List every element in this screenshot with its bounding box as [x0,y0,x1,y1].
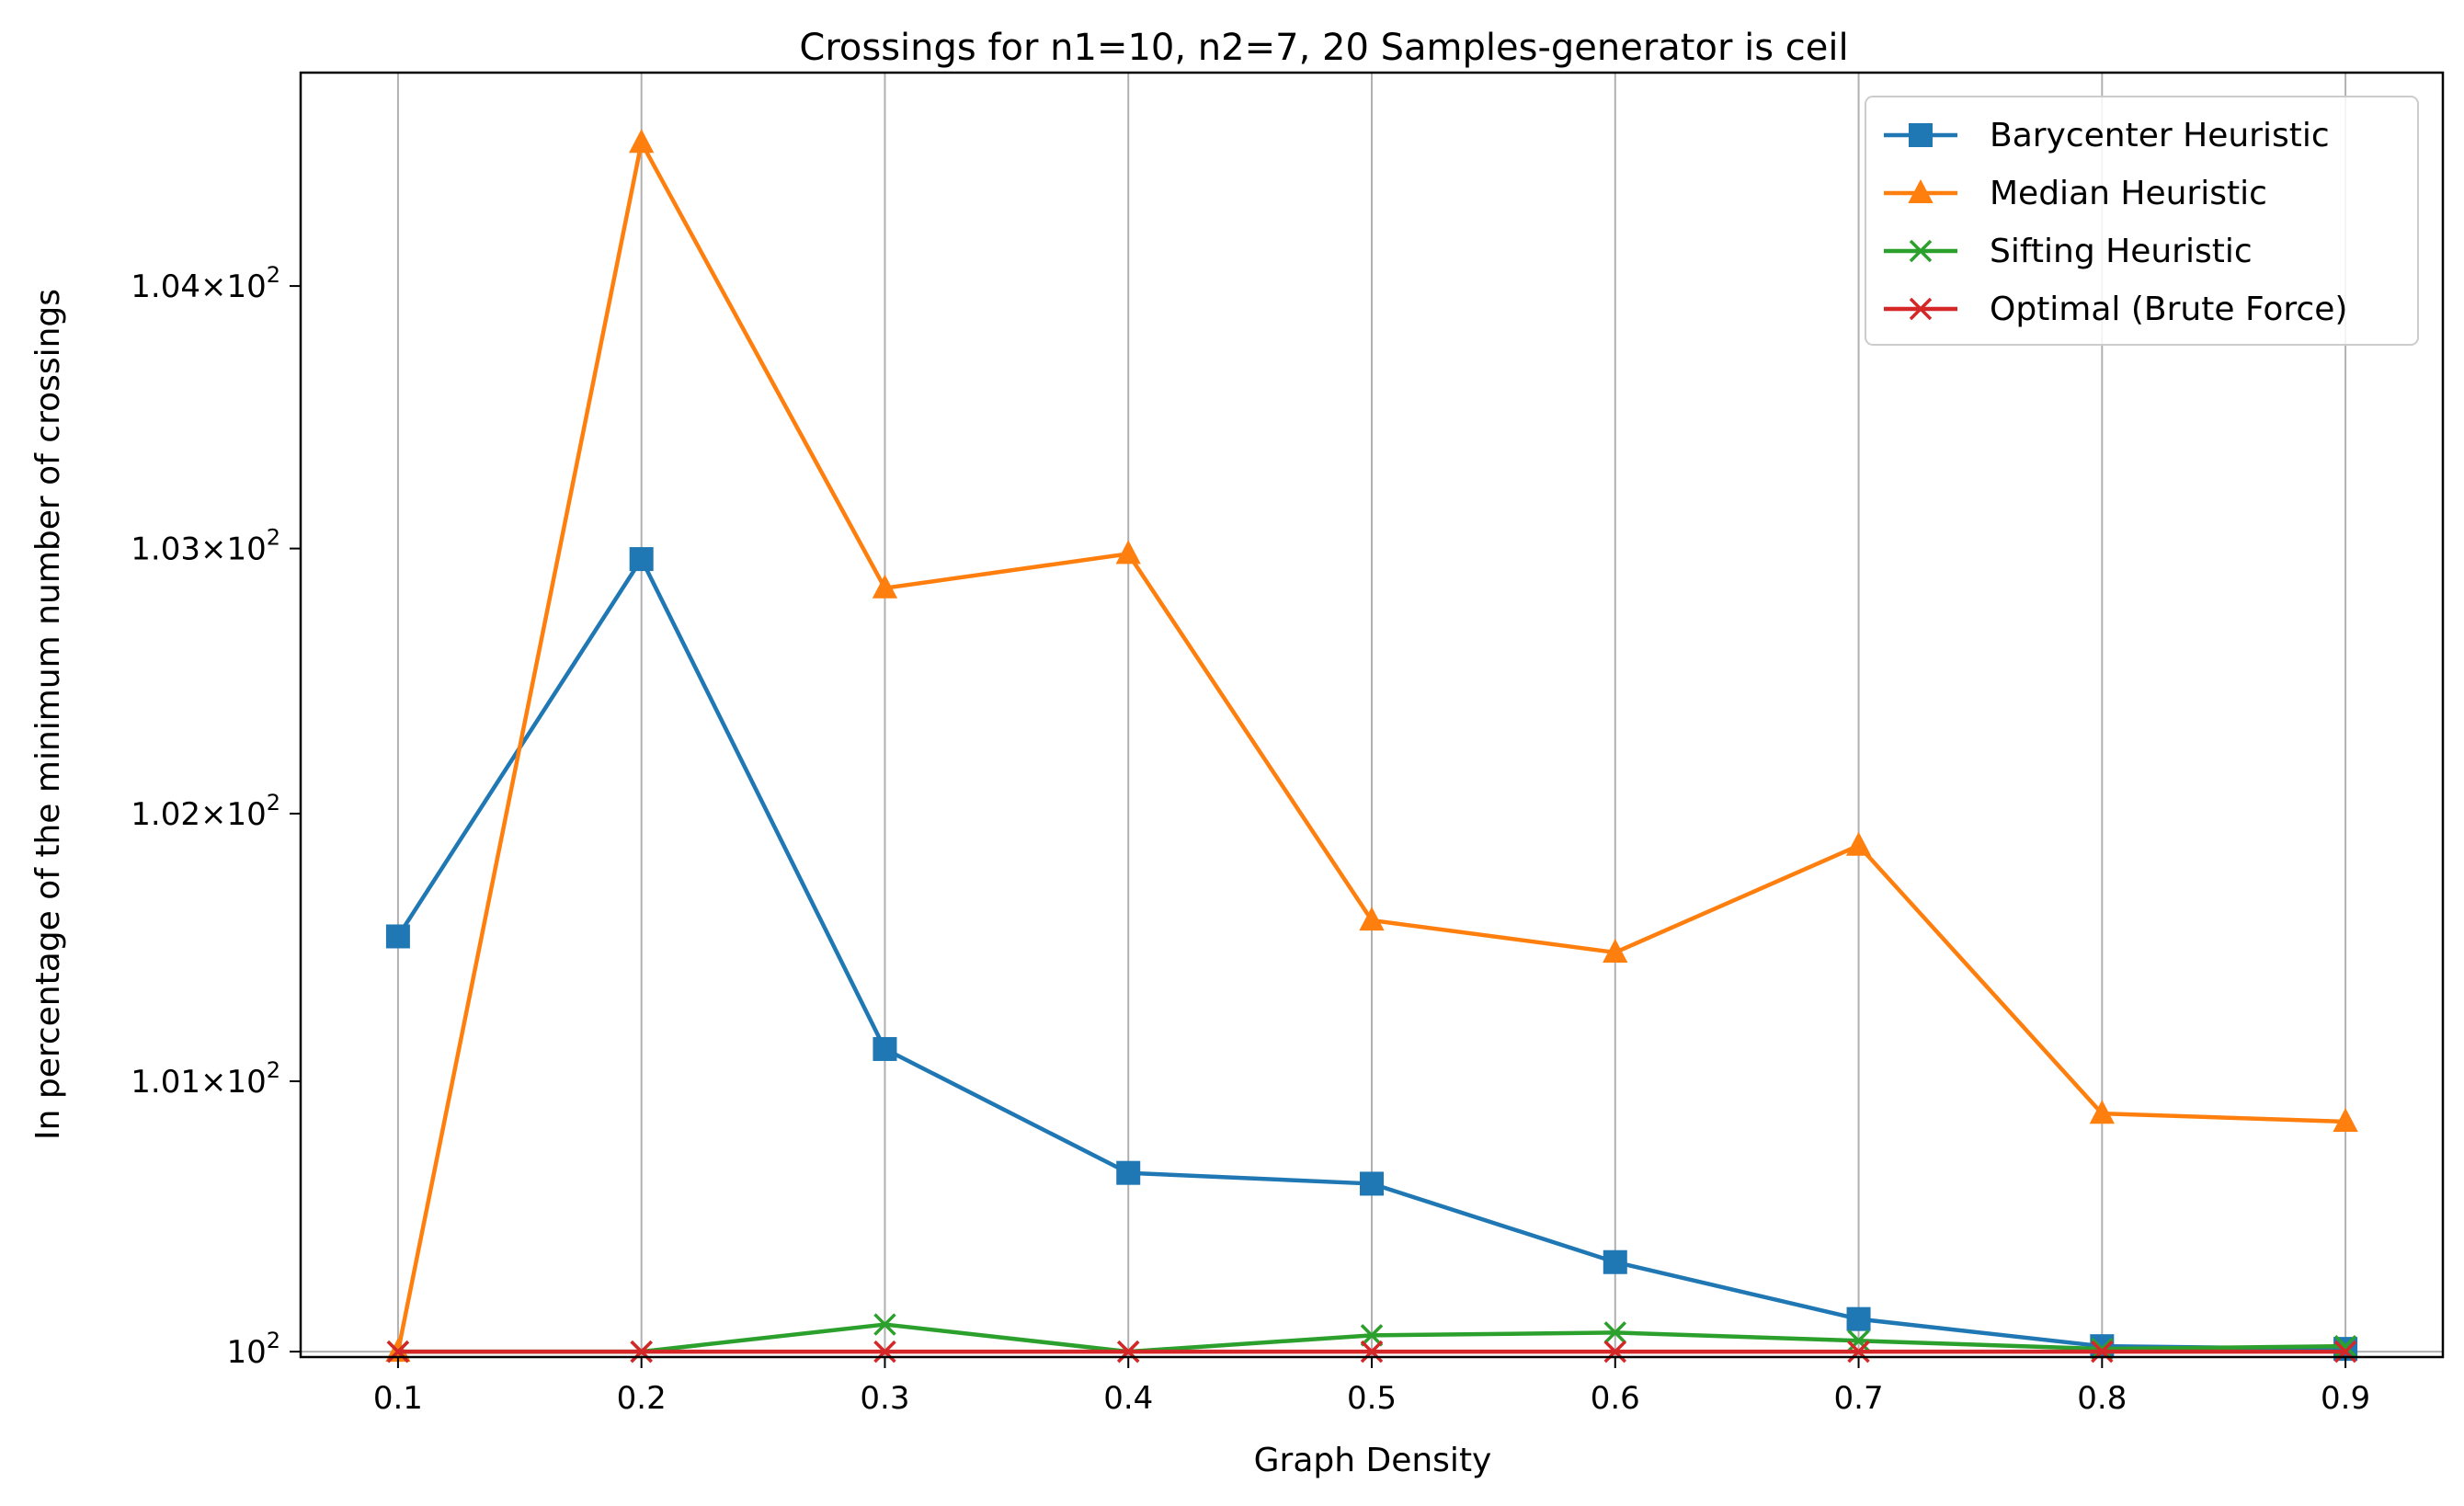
x-tick-label: 0.3 [860,1380,909,1417]
legend-label: Median Heuristic [1990,175,2267,212]
data-point-barycenter-heuristic [385,924,410,949]
data-point-median-heuristic [1603,938,1628,963]
data-point-optimal-brute-force [1116,1340,1140,1363]
data-point-barycenter-heuristic [2090,1334,2115,1359]
data-point-optimal-brute-force [1603,1340,1627,1363]
data-point-sifting-heuristic [873,1313,896,1336]
data-point-barycenter-heuristic [1360,1171,1384,1196]
legend-marker-swatch [1909,239,1933,263]
data-point-optimal-brute-force [1847,1340,1870,1363]
data-point-optimal-brute-force [873,1340,896,1363]
x-tick-label: 0.5 [1347,1380,1397,1417]
legend-item: Barycenter Heuristic [1884,117,2330,154]
y-axis-label: In percentage of the minimum number of c… [29,289,67,1140]
data-point-barycenter-heuristic [629,547,654,572]
series-sifting-heuristic [386,1313,2357,1363]
x-axis-ticks: 0.1 0.2 0.3 0.4 0.5 0.6 0.7 0.8 0.9 [373,1357,2370,1417]
y-tick-label: 1.04×102 [131,262,280,305]
x-tick-label: 0.4 [1103,1380,1153,1417]
series-median-heuristic [385,129,2358,1363]
data-point-barycenter-heuristic [1116,1160,1141,1185]
x-tick-label: 0.7 [1834,1380,1884,1417]
x-tick-label: 0.8 [2077,1380,2127,1417]
data-point-median-heuristic [1359,907,1385,931]
data-point-sifting-heuristic [1847,1329,1870,1352]
data-point-barycenter-heuristic [1846,1306,1871,1331]
data-point-optimal-brute-force [2091,1340,2114,1363]
data-point-median-heuristic [629,129,655,154]
data-point-median-heuristic [2333,1108,2358,1133]
x-tick-label: 0.9 [2321,1380,2370,1417]
y-tick-label: 1.03×102 [131,525,280,568]
data-point-median-heuristic [1845,831,1872,856]
data-point-sifting-heuristic [1360,1324,1384,1347]
data-point-optimal-brute-force [386,1340,410,1363]
series-optimal-brute-force [386,1340,2357,1363]
x-tick-label: 0.1 [373,1380,423,1417]
data-point-median-heuristic [1115,540,1141,565]
legend-marker-swatch [1909,123,1933,147]
data-point-median-heuristic [872,574,898,599]
legend-item: Sifting Heuristic [1884,233,2253,270]
y-tick-label: 1.01×102 [131,1057,280,1101]
y-tick-label: 102 [226,1328,280,1371]
legend-label: Optimal (Brute Force) [1990,291,2347,328]
legend: Barycenter Heuristic Median Heuristic Sift… [1865,96,2419,346]
data-point-optimal-brute-force [2333,1340,2357,1363]
data-point-sifting-heuristic [2091,1337,2114,1361]
x-tick-label: 0.6 [1591,1380,1640,1417]
legend-label: Sifting Heuristic [1990,233,2253,270]
data-point-optimal-brute-force [1360,1340,1384,1363]
y-axis-ticks: 102 1.01×102 1.02×102 1.03×102 1.04×102 [131,262,301,1371]
legend-label: Barycenter Heuristic [1990,117,2330,154]
legend-marker-swatch [1908,179,1934,204]
legend-box [1865,96,2419,346]
data-point-barycenter-heuristic [1603,1249,1627,1274]
data-point-sifting-heuristic [1603,1321,1627,1344]
legend-item: Median Heuristic [1884,175,2267,212]
legend-item: Optimal (Brute Force) [1884,291,2347,328]
x-axis-label: Graph Density [1254,1442,1492,1479]
chart-title: Crossings for n1=10, n2=7, 20 Samples-ge… [799,27,1848,69]
x-tick-label: 0.2 [617,1380,667,1417]
data-point-optimal-brute-force [630,1340,653,1363]
legend-marker-swatch [1909,297,1933,321]
data-point-barycenter-heuristic [873,1036,897,1061]
data-point-median-heuristic [2089,1100,2115,1124]
y-tick-label: 1.02×102 [131,790,280,833]
